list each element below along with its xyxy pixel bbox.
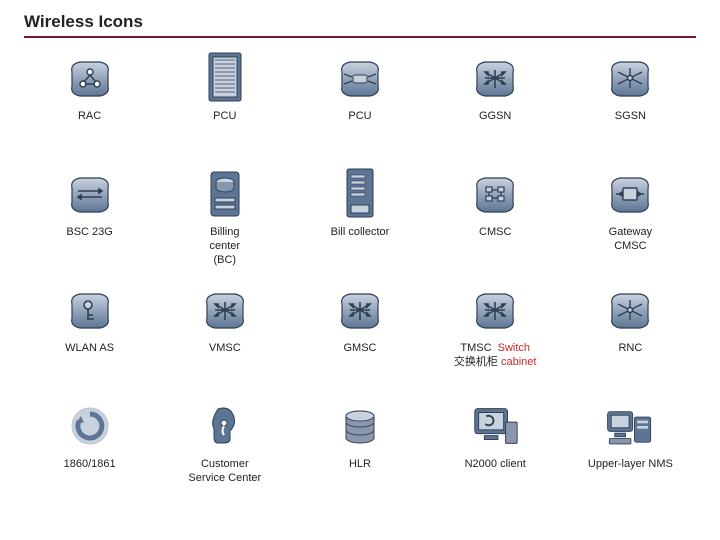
switch-x-icon [469,284,521,336]
disk-box-icon [199,168,251,220]
gateway-icon [604,168,656,220]
switch-x-icon [469,52,521,104]
icon-cell: VMSC [159,284,290,394]
icon-cell: Bill collector [294,168,425,278]
icon-cell: GGSN [430,52,561,162]
icon-cell: 1860/1861 [24,400,155,510]
grid-switch-icon [469,168,521,220]
icon-label: 1860/1861 [64,458,116,472]
icon-label: SGSN [615,110,646,124]
icon-cell: CMSC [430,168,561,278]
switch-plain-icon [64,168,116,220]
icon-label: PCU [348,110,371,124]
icon-label: WLAN AS [65,342,114,356]
icon-label: GGSN [479,110,511,124]
icon-label: N2000 client [465,458,526,472]
switch-star-icon [604,52,656,104]
db-icon [334,400,386,452]
icon-label: GatewayCMSC [609,226,652,254]
icon-label: CustomerService Center [188,458,261,486]
recycle-icon [64,400,116,452]
icon-label: BSC 23G [66,226,112,240]
icon-label: Bill collector [331,226,390,240]
icon-cell: RAC [24,52,155,162]
icon-cell: SGSN [565,52,696,162]
cabinet-icon [199,52,251,104]
page-title: Wireless Icons [24,12,696,38]
icon-cell: GatewayCMSC [565,168,696,278]
icon-label: RNC [618,342,642,356]
icon-cell: BSC 23G [24,168,155,278]
icon-label: Billingcenter(BC) [210,226,241,267]
workstation-icon [604,400,656,452]
head-icon [199,400,251,452]
monitor-icon [469,400,521,452]
icon-label: RAC [78,110,101,124]
switch-core-icon [334,52,386,104]
icon-label: HLR [349,458,371,472]
icon-cell: WLAN AS [24,284,155,394]
icon-cell: CustomerService Center [159,400,290,510]
switch-x-icon [334,284,386,336]
key-icon [64,284,116,336]
icon-label: GMSC [343,342,376,356]
icon-cell: PCU [159,52,290,162]
ring3-icon [64,52,116,104]
icon-cell: N2000 client [430,400,561,510]
switch-x-icon [199,284,251,336]
icon-label: TMSC Switch交换机柜 cabinet [454,342,537,370]
icon-label: PCU [213,110,236,124]
icon-grid: RAC PCU PCU [24,52,696,510]
icon-cell: Billingcenter(BC) [159,168,290,278]
icon-cell: GMSC [294,284,425,394]
icon-label: CMSC [479,226,511,240]
icon-cell: HLR [294,400,425,510]
icon-cell: RNC [565,284,696,394]
icon-cell: PCU [294,52,425,162]
icon-cell: TMSC Switch交换机柜 cabinet [430,284,561,394]
switch-star-icon [604,284,656,336]
icon-label: Upper-layer NMS [588,458,673,472]
server-slots-icon [334,168,386,220]
icon-cell: Upper-layer NMS [565,400,696,510]
icon-label: VMSC [209,342,241,356]
